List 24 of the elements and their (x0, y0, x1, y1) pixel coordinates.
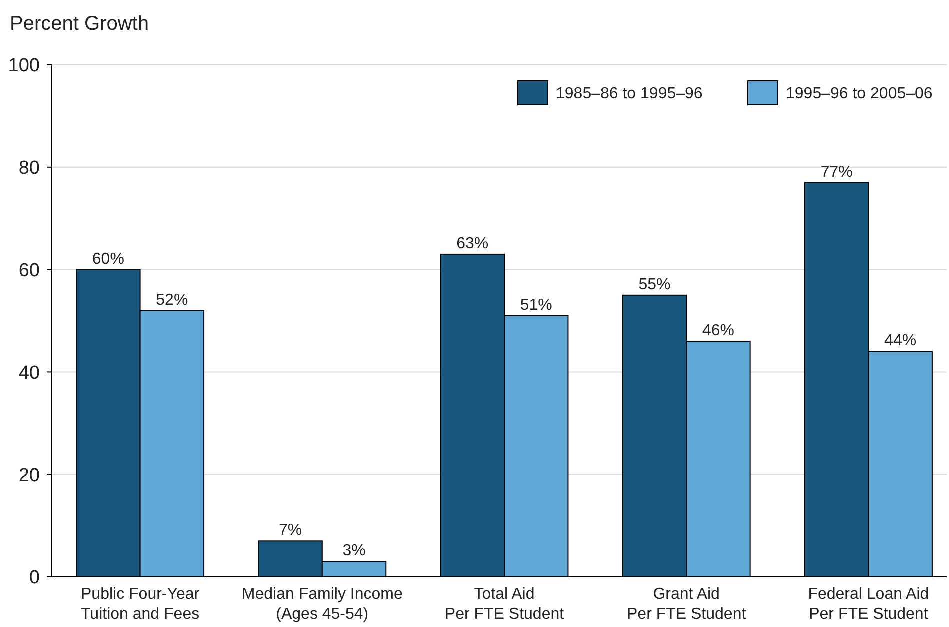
y-axis-title: Percent Growth (10, 13, 149, 35)
data-label: 60% (92, 250, 124, 268)
y-tick-label: 0 (29, 568, 40, 589)
y-tick-label: 40 (18, 362, 40, 384)
data-label: 3% (342, 542, 366, 560)
y-tick-label: 60 (18, 260, 40, 282)
data-label: 44% (884, 332, 917, 350)
y-tick-label: 80 (18, 158, 40, 180)
x-tick-label: Grant Aid Per FTE Student (627, 586, 747, 623)
x-tick-label: Public Four-Year Tuition and Fees (81, 586, 200, 623)
data-label: 51% (520, 296, 552, 314)
x-tick-label: Median Family Income (Ages 45-54) (242, 586, 403, 623)
legend-label: 1985–86 to 1995–96 (556, 86, 703, 103)
data-label: 46% (702, 322, 734, 340)
y-tick-label: 100 (8, 56, 40, 77)
legend-label: 1995–96 to 2005–06 (786, 86, 933, 103)
y-tick-label: 20 (18, 465, 40, 486)
x-tick-label: Federal Loan Aid Per FTE Student (808, 586, 930, 623)
data-label: 52% (156, 292, 188, 309)
data-label: 55% (638, 276, 671, 294)
data-label: 63% (456, 235, 489, 252)
x-tick-label: Total Aid Per FTE Student (444, 586, 565, 623)
data-label: 77% (820, 164, 853, 181)
data-label: 7% (278, 522, 302, 540)
